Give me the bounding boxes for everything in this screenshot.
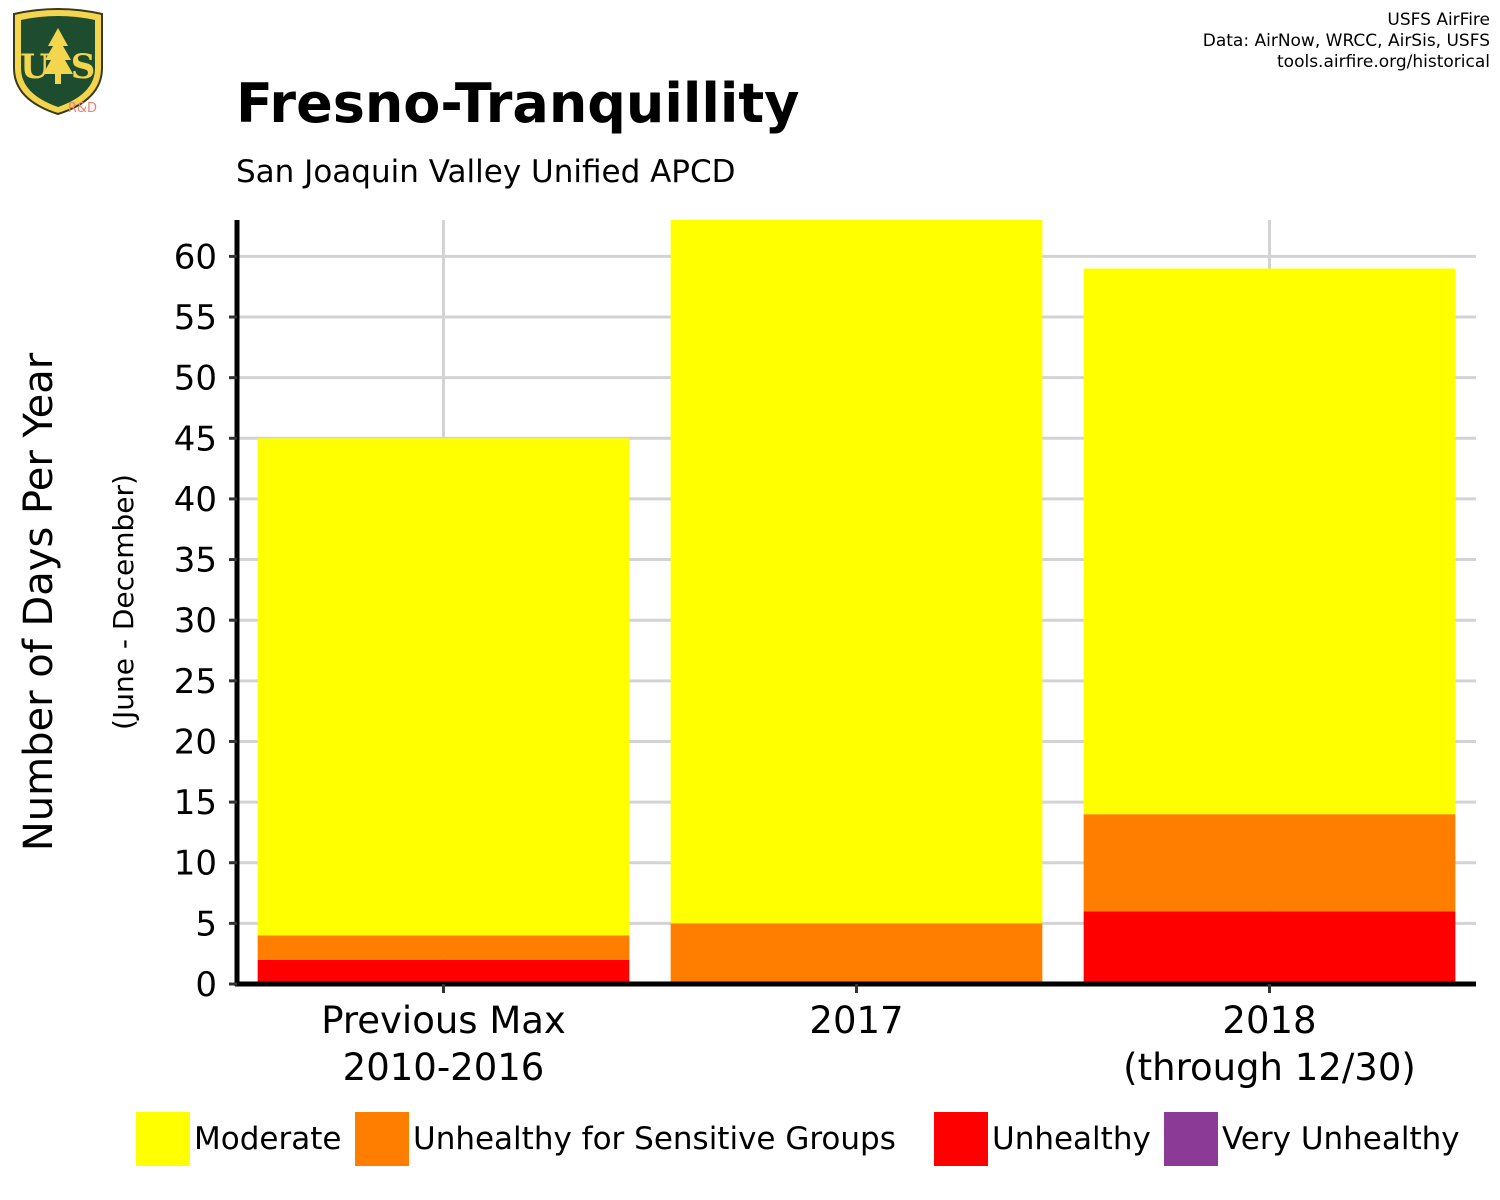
y-tick-label: 35	[174, 541, 217, 581]
legend-swatch	[934, 1112, 988, 1166]
y-tick-label: 10	[174, 844, 217, 884]
x-tick-label: 2017	[809, 999, 903, 1042]
bar-chart: 0 5 10 15 20 25 30 35 40 45 50 55 60 Previous Max2010…	[16, 220, 1476, 1089]
bar-segment-unhealthy	[1083, 911, 1456, 984]
y-tick-label: 15	[174, 783, 217, 823]
bar-segment-moderate	[257, 438, 630, 936]
legend-item: Moderate	[136, 1110, 341, 1168]
bar-segment-moderate	[1083, 268, 1456, 815]
y-tick-label: 50	[174, 359, 217, 399]
legend-label: Very Unhealthy	[1222, 1121, 1460, 1157]
y-tick-label: 30	[174, 601, 217, 641]
legend-item: Very Unhealthy	[1164, 1110, 1460, 1168]
credits-block: USFS AirFire Data: AirNow, WRCC, AirSis,…	[1203, 10, 1490, 73]
legend-item: Unhealthy for Sensitive Groups	[355, 1110, 896, 1168]
legend-swatch	[1164, 1112, 1218, 1166]
x-tick-label: (through 12/30)	[1123, 1046, 1416, 1089]
x-tick-label: 2010-2016	[343, 1046, 545, 1089]
y-tick-label: 25	[174, 662, 217, 702]
credit-line: USFS AirFire	[1387, 10, 1490, 30]
chart-subtitle: San Joaquin Valley Unified APCD	[236, 154, 736, 190]
credit-line: Data: AirNow, WRCC, AirSis, USFS	[1202, 31, 1490, 51]
tree-icon	[43, 28, 73, 84]
legend-swatch	[136, 1112, 190, 1166]
x-tick-label: 2018	[1222, 999, 1316, 1042]
x-tick-label: Previous Max	[321, 999, 566, 1042]
bar-segment-unhealthy	[257, 959, 630, 984]
y-tick-label: 0	[195, 965, 217, 1005]
y-tick-label: 40	[174, 480, 217, 520]
bar-segment-moderate	[670, 220, 1043, 924]
legend-label: Unhealthy for Sensitive Groups	[413, 1121, 896, 1157]
usfs-logo: U S R&D	[13, 8, 103, 116]
legend-label: Unhealthy	[992, 1121, 1151, 1157]
y-tick-label: 55	[174, 298, 217, 338]
y-axis-title: Number of Days Per Year	[16, 352, 62, 851]
y-axis-subtitle: (June - December)	[107, 474, 140, 730]
bar-segment-unhealthy-for-sensitive-groups	[1083, 814, 1456, 912]
legend-item: Unhealthy	[934, 1110, 1151, 1168]
legend-swatch	[355, 1112, 409, 1166]
legend-label: Moderate	[194, 1121, 342, 1157]
y-tick-label: 60	[174, 237, 217, 277]
legend: Moderate Unhealthy for Sensitive Groups Un…	[0, 1110, 1500, 1170]
logo-letter-s: S	[71, 47, 96, 87]
y-tick-label: 45	[174, 419, 217, 459]
bar-segment-unhealthy-for-sensitive-groups	[257, 935, 630, 960]
y-tick-label: 5	[195, 904, 217, 944]
y-tick-label: 20	[174, 722, 217, 762]
bar-segment-unhealthy-for-sensitive-groups	[670, 923, 1043, 984]
credit-line: tools.airfire.org/historical	[1277, 52, 1490, 72]
logo-tag: R&D	[68, 101, 97, 116]
logo-letter-u: U	[20, 47, 50, 87]
chart-title: Fresno-Tranquillity	[236, 72, 800, 135]
